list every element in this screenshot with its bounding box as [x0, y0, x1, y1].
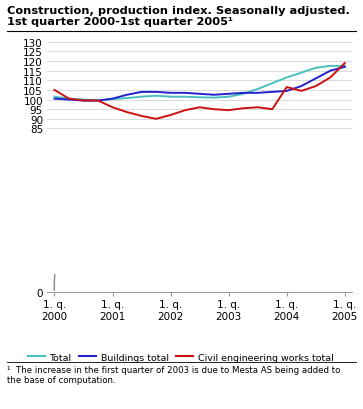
- Buildings total: [81, 99, 86, 104]
- Total: [270, 81, 274, 86]
- Total: [154, 94, 158, 99]
- Civil engineering works total: [256, 106, 260, 110]
- Civil engineering works total: [314, 84, 318, 89]
- Civil engineering works total: [285, 85, 289, 90]
- Buildings total: [52, 97, 57, 102]
- Civil engineering works total: [343, 61, 347, 66]
- Buildings total: [183, 91, 187, 96]
- Buildings total: [314, 77, 318, 82]
- Buildings total: [168, 91, 173, 96]
- Line: Buildings total: Buildings total: [54, 67, 345, 101]
- Civil engineering works total: [227, 108, 231, 113]
- Buildings total: [270, 90, 274, 95]
- Civil engineering works total: [154, 117, 158, 122]
- Buildings total: [328, 69, 333, 74]
- Total: [212, 96, 216, 101]
- Civil engineering works total: [81, 99, 86, 104]
- Civil engineering works total: [67, 97, 71, 102]
- Buildings total: [299, 84, 303, 89]
- Buildings total: [256, 91, 260, 96]
- Buildings total: [67, 98, 71, 103]
- Total: [227, 95, 231, 100]
- Total: [299, 71, 303, 76]
- Civil engineering works total: [241, 106, 245, 111]
- Civil engineering works total: [96, 99, 100, 104]
- Civil engineering works total: [125, 110, 129, 115]
- Civil engineering works total: [52, 88, 57, 93]
- Total: [110, 97, 115, 102]
- Total: [168, 95, 173, 100]
- Civil engineering works total: [212, 108, 216, 112]
- Civil engineering works total: [183, 108, 187, 113]
- Total: [67, 97, 71, 102]
- Total: [343, 64, 347, 69]
- Text: ¹  The increase in the first quarter of 2003 is due to Mesta AS being added to
t: ¹ The increase in the first quarter of 2…: [7, 365, 340, 384]
- Text: Construction, production index. Seasonally adjusted.: Construction, production index. Seasonal…: [7, 6, 350, 16]
- Total: [125, 97, 129, 101]
- Buildings total: [285, 89, 289, 94]
- Line: Total: Total: [54, 67, 345, 101]
- Buildings total: [212, 93, 216, 98]
- Buildings total: [110, 97, 115, 102]
- Total: [285, 76, 289, 81]
- Buildings total: [241, 91, 245, 96]
- Total: [197, 96, 202, 101]
- Buildings total: [343, 65, 347, 70]
- Total: [139, 95, 144, 100]
- Civil engineering works total: [110, 106, 115, 110]
- Buildings total: [125, 93, 129, 98]
- Line: Civil engineering works total: Civil engineering works total: [54, 64, 345, 119]
- Buildings total: [197, 92, 202, 97]
- Text: 1st quarter 2000-1st quarter 2005¹: 1st quarter 2000-1st quarter 2005¹: [7, 17, 233, 27]
- Total: [81, 98, 86, 103]
- Buildings total: [139, 90, 144, 95]
- Civil engineering works total: [197, 106, 202, 110]
- Civil engineering works total: [168, 113, 173, 118]
- Total: [96, 99, 100, 104]
- Civil engineering works total: [328, 76, 333, 81]
- Total: [183, 95, 187, 100]
- Total: [256, 87, 260, 92]
- Total: [328, 64, 333, 69]
- Civil engineering works total: [270, 108, 274, 112]
- Buildings total: [154, 90, 158, 95]
- Total: [314, 66, 318, 71]
- Buildings total: [96, 99, 100, 104]
- Civil engineering works total: [139, 114, 144, 119]
- Total: [241, 92, 245, 97]
- Civil engineering works total: [299, 89, 303, 94]
- Buildings total: [227, 92, 231, 97]
- Total: [52, 95, 57, 100]
- Legend: Total, Buildings total, Civil engineering works total: Total, Buildings total, Civil engineerin…: [28, 353, 334, 362]
